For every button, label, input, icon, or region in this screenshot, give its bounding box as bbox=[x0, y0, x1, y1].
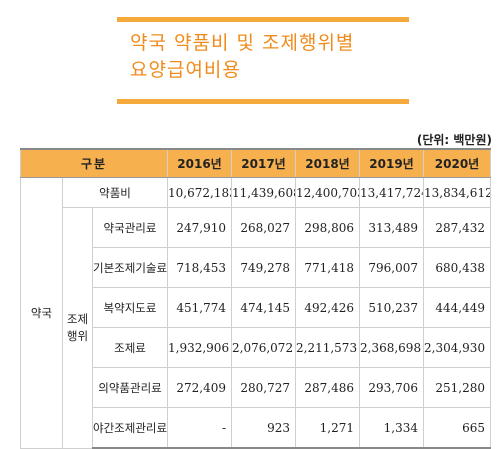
table-row: 조제 행위 약국관리료 247,910 268,027 298,806 313,… bbox=[21, 208, 491, 248]
row-label: 약국관리료 bbox=[93, 208, 168, 248]
subgroup-label-line-2: 행위 bbox=[67, 329, 88, 343]
header-year: 2019년 bbox=[360, 149, 424, 178]
table-cell: 287,486 bbox=[296, 368, 360, 408]
header-category: 구분 bbox=[21, 149, 168, 178]
table-cell: 796,007 bbox=[360, 248, 424, 288]
group-label-pharmacy: 약국 bbox=[21, 178, 63, 449]
table-cell: 10,672,183 bbox=[168, 178, 232, 208]
table-cell: 923 bbox=[232, 408, 296, 449]
table-cell: 272,409 bbox=[168, 368, 232, 408]
table-cell: 247,910 bbox=[168, 208, 232, 248]
table-cell: 298,806 bbox=[296, 208, 360, 248]
row-label: 조제료 bbox=[93, 328, 168, 368]
table-cell: 251,280 bbox=[424, 368, 491, 408]
table-cell: 13,417,724 bbox=[360, 178, 424, 208]
unit-note: (단위: 백만원) bbox=[417, 131, 492, 148]
table-cell: 12,400,703 bbox=[296, 178, 360, 208]
table-cell: 451,774 bbox=[168, 288, 232, 328]
table-cell: 474,145 bbox=[232, 288, 296, 328]
table-cell: 1,334 bbox=[360, 408, 424, 449]
table-cell: 1,271 bbox=[296, 408, 360, 449]
table-cell: 718,453 bbox=[168, 248, 232, 288]
table-cell: 2,368,698 bbox=[360, 328, 424, 368]
table-cell: 293,706 bbox=[360, 368, 424, 408]
table-cell: 1,932,906 bbox=[168, 328, 232, 368]
title-line-2: 요양급여비용 bbox=[130, 57, 420, 84]
table-row: 약국 약품비 10,672,183 11,439,608 12,400,703 … bbox=[21, 178, 491, 208]
header-year: 2018년 bbox=[296, 149, 360, 178]
row-label: 의약품관리료 bbox=[93, 368, 168, 408]
title-line-1: 약국 약품비 및 조제행위별 bbox=[130, 30, 420, 57]
table-cell: 11,439,608 bbox=[232, 178, 296, 208]
row-label: 복약지도료 bbox=[93, 288, 168, 328]
subgroup-label-line-1: 조제 bbox=[67, 312, 88, 326]
table-cell: 510,237 bbox=[360, 288, 424, 328]
table-cell: 2,076,072 bbox=[232, 328, 296, 368]
title-top-rule bbox=[117, 17, 409, 22]
table-cell: 749,278 bbox=[232, 248, 296, 288]
table-cell: 287,432 bbox=[424, 208, 491, 248]
table-cell: 268,027 bbox=[232, 208, 296, 248]
table-cell: 492,426 bbox=[296, 288, 360, 328]
page-title: 약국 약품비 및 조제행위별 요양급여비용 bbox=[130, 30, 420, 84]
table-cell: 13,834,612 bbox=[424, 178, 491, 208]
header-year: 2016년 bbox=[168, 149, 232, 178]
table-cell: 665 bbox=[424, 408, 491, 449]
table-cell: 2,211,573 bbox=[296, 328, 360, 368]
table-cell: 2,304,930 bbox=[424, 328, 491, 368]
row-label: 야간조제관리료 bbox=[93, 408, 168, 449]
subgroup-label-dispensing: 조제 행위 bbox=[63, 208, 93, 449]
table-cell: 771,418 bbox=[296, 248, 360, 288]
table-cell: 280,727 bbox=[232, 368, 296, 408]
header-year: 2017년 bbox=[232, 149, 296, 178]
table-cell: 313,489 bbox=[360, 208, 424, 248]
row-label: 기본조제기술료 bbox=[93, 248, 168, 288]
header-year: 2020년 bbox=[424, 149, 491, 178]
cost-table: 구분 2016년 2017년 2018년 2019년 2020년 약국 약품비 … bbox=[20, 148, 491, 449]
header-row: 구분 2016년 2017년 2018년 2019년 2020년 bbox=[21, 149, 491, 178]
table-cell: 444,449 bbox=[424, 288, 491, 328]
table-cell: 680,438 bbox=[424, 248, 491, 288]
title-bottom-rule bbox=[117, 99, 409, 104]
row-label: 약품비 bbox=[63, 178, 168, 208]
table-cell: - bbox=[168, 408, 232, 449]
